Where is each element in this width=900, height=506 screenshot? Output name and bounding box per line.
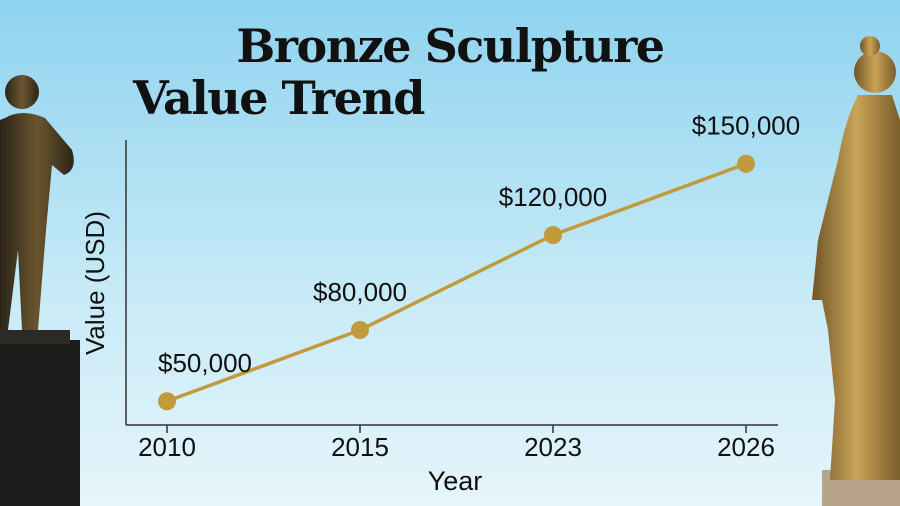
x-tick-label: 2010 <box>138 432 196 462</box>
data-label: $80,000 <box>313 277 407 307</box>
marker <box>158 392 176 411</box>
x-axis-label: Year <box>428 466 483 496</box>
x-tick-label: 2023 <box>524 432 582 462</box>
data-label: $120,000 <box>499 182 607 212</box>
data-label: $50,000 <box>158 348 252 378</box>
chart-title: Value Trend <box>132 71 425 125</box>
data-label: $150,000 <box>692 111 800 141</box>
x-tick-label: 2026 <box>717 432 775 462</box>
x-tick-label: 2015 <box>331 432 389 462</box>
line <box>166 162 747 403</box>
marker <box>737 154 755 173</box>
left-statue <box>0 75 80 506</box>
marker <box>544 226 562 244</box>
marker <box>351 321 369 339</box>
chart-title: Bronze Sculpture <box>236 19 663 73</box>
y-axis-label: Value (USD) <box>80 211 110 355</box>
right-statue <box>812 36 900 506</box>
